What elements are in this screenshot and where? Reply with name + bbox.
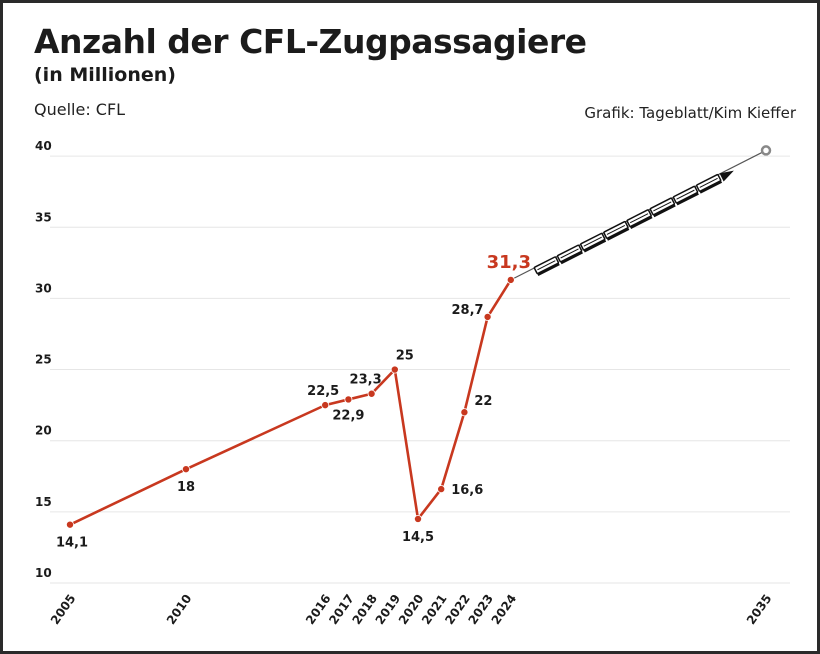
data-point	[483, 312, 492, 321]
data-point	[66, 520, 75, 529]
data-label: 22	[474, 394, 492, 409]
data-label: 16,6	[451, 483, 483, 498]
data-point	[181, 465, 190, 474]
y-tick-label: 15	[35, 495, 52, 509]
data-labels: 14,1 18 22,5 22,9 23,3 25 14,5 16,6 22 28,7 31,3	[56, 252, 531, 551]
data-point	[413, 514, 422, 523]
x-tick-label: 2005	[48, 592, 79, 627]
credit-note: Grafik: Tageblatt/Kim Kieffer	[584, 104, 796, 122]
x-tick-label: 2024	[489, 592, 520, 627]
projection-line	[510, 145, 772, 281]
y-tick-label: 25	[35, 353, 52, 367]
data-point	[344, 395, 353, 404]
y-tick-label: 35	[35, 210, 52, 224]
y-tick-label: 10	[35, 566, 52, 580]
y-tick-label: 40	[35, 139, 52, 153]
data-point	[437, 485, 446, 494]
y-tick-label: 20	[35, 424, 52, 438]
data-label: 22,9	[332, 408, 364, 423]
y-axis: 10 15 20 25 30 35 40	[35, 139, 52, 580]
data-series	[66, 275, 515, 529]
data-label: 23,3	[350, 373, 382, 388]
data-point	[321, 401, 330, 410]
projection-endpoint	[760, 145, 772, 156]
data-label: 18	[177, 480, 195, 495]
data-point	[367, 389, 376, 398]
grid-lines	[50, 155, 790, 584]
x-axis: 2005 2010 20162017201820192020202120222023…	[48, 592, 775, 627]
chart-subtitle: (in Millionen)	[34, 64, 176, 86]
data-label: 14,1	[56, 536, 88, 551]
data-label: 22,5	[307, 384, 339, 399]
chart-title: Anzahl der CFL-Zugpassagiere	[34, 22, 587, 61]
x-tick-label: 2010	[164, 592, 195, 627]
source-note: Quelle: CFL	[34, 100, 126, 119]
highlight-label: 31,3	[487, 252, 531, 273]
data-point	[390, 365, 399, 374]
data-label: 14,5	[402, 530, 434, 545]
x-tick-label: 2035	[744, 592, 775, 627]
y-tick-label: 30	[35, 281, 52, 295]
data-point	[460, 408, 469, 417]
data-label: 28,7	[452, 303, 484, 318]
data-label: 25	[396, 349, 414, 364]
data-point	[506, 275, 515, 284]
train-icon	[533, 170, 734, 277]
